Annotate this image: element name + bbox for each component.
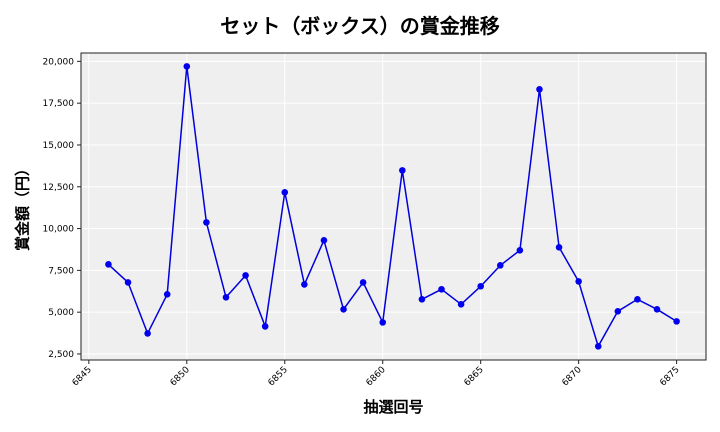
y-tick-label: 15,000 — [43, 141, 75, 151]
data-point-marker — [203, 219, 210, 226]
chart-title: セット（ボックス）の賞金推移 — [220, 14, 500, 38]
y-tick-label: 10,000 — [43, 225, 75, 235]
data-point-marker — [575, 278, 582, 285]
data-point-marker — [320, 236, 328, 244]
y-tick-label: 17,500 — [43, 99, 75, 109]
x-tick-label: 6875 — [658, 365, 681, 388]
data-point-marker — [379, 319, 387, 326]
data-point-marker — [222, 293, 230, 301]
data-point-marker — [359, 279, 367, 286]
x-tick-label: 6855 — [267, 365, 290, 388]
x-tick-label: 6845 — [71, 365, 94, 388]
data-point-marker — [124, 279, 132, 286]
data-point-marker — [301, 281, 308, 288]
data-point-marker — [516, 247, 524, 254]
data-point-marker — [438, 285, 445, 293]
data-point-marker — [536, 85, 543, 93]
data-point-marker — [555, 243, 563, 251]
y-tick-label: 7,500 — [48, 266, 74, 276]
data-point-marker — [261, 323, 269, 330]
x-tick-label: 6860 — [365, 365, 388, 388]
data-point-marker — [418, 296, 426, 303]
y-tick-label: 12,500 — [43, 183, 75, 193]
data-point-marker — [242, 272, 249, 279]
plot-area — [81, 53, 706, 360]
x-axis-ticks: 6845 6850 6855 6860 6865 6870 6875 — [71, 360, 682, 388]
data-point-marker — [477, 282, 484, 290]
series-line — [107, 66, 677, 349]
data-point-marker — [399, 167, 406, 174]
data-point-marker — [183, 63, 191, 70]
data-point-marker — [673, 318, 680, 325]
data-point-marker — [340, 306, 347, 313]
data-point-marker — [594, 342, 602, 350]
data-point-marker — [653, 306, 661, 313]
data-point-marker — [634, 296, 641, 303]
x-tick-label: 6865 — [463, 365, 486, 388]
x-axis-label: 抽選回号 — [363, 398, 424, 416]
y-axis-ticks: 2,500 5,000 7,500 10,000 12,500 15,000 17,500 2… — [43, 57, 81, 360]
data-point-marker — [105, 261, 112, 268]
data-series — [105, 63, 680, 350]
data-point-marker — [496, 262, 504, 269]
data-point-marker — [614, 308, 622, 315]
x-tick-label: 6870 — [561, 365, 584, 388]
plot-frame — [80, 52, 707, 361]
y-tick-label: 5,000 — [48, 308, 74, 318]
y-tick-label: 20,000 — [43, 57, 75, 67]
x-tick-label: 6850 — [169, 365, 192, 388]
data-point-marker — [457, 301, 465, 308]
data-point-marker — [281, 188, 289, 196]
grid-lines — [81, 53, 706, 360]
y-tick-label: 2,500 — [48, 350, 74, 360]
data-point-marker — [163, 290, 171, 298]
data-point-marker — [144, 330, 151, 337]
